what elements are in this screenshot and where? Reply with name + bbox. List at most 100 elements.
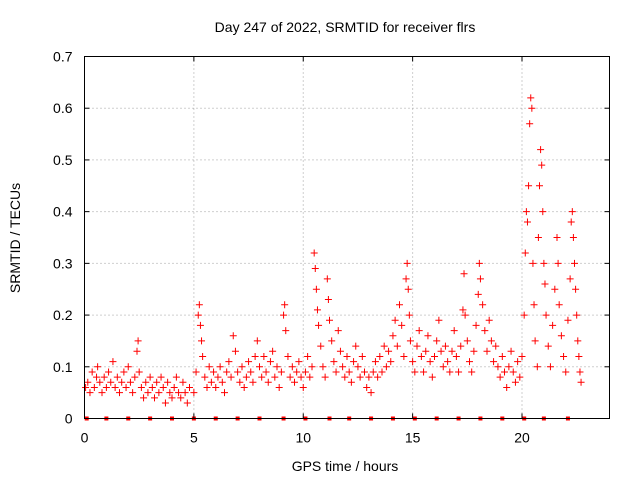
data-point (94, 363, 102, 371)
data-point (93, 373, 101, 381)
data-point (539, 208, 547, 216)
data-point (157, 373, 165, 381)
data-point (151, 394, 158, 402)
data-point (446, 368, 454, 376)
data-point (474, 290, 482, 298)
data-point (433, 337, 441, 345)
data-point (487, 337, 495, 345)
data-point (153, 378, 161, 386)
data-point (277, 368, 285, 376)
data-point (448, 347, 456, 355)
plot-frame (84, 56, 610, 419)
data-point (133, 347, 141, 355)
data-point (492, 342, 500, 350)
data-point (84, 378, 92, 386)
data-point (98, 389, 106, 397)
data-point (336, 347, 344, 355)
data-point (404, 285, 412, 293)
data-point (361, 368, 368, 376)
data-point (227, 373, 235, 381)
data-point (86, 389, 94, 397)
data-point (256, 363, 263, 371)
data-point (175, 389, 183, 397)
chart-title: Day 247 of 2022, SRMTID for receiver flr… (215, 19, 476, 35)
data-point (444, 358, 452, 366)
data-point (229, 332, 237, 340)
data-point (403, 259, 411, 267)
x-tick-labels: 0 5 10 15 20 (81, 430, 530, 446)
x-tick-label: 20 (514, 430, 530, 446)
data-point (238, 363, 246, 371)
data-point (459, 306, 467, 314)
data-point (330, 358, 338, 366)
data-point (566, 275, 574, 283)
data-point (406, 337, 414, 345)
data-point (455, 368, 463, 376)
data-point (142, 378, 150, 386)
data-point (258, 373, 266, 381)
data-point (326, 316, 333, 324)
data-point (540, 259, 548, 267)
data-point (463, 337, 471, 345)
data-point (245, 358, 253, 366)
data-point (371, 358, 379, 366)
data-point (324, 296, 332, 304)
y-tick-label: 0.3 (53, 255, 73, 271)
data-point (269, 347, 277, 355)
data-point (405, 311, 413, 319)
data-point (284, 352, 292, 360)
data-point (452, 352, 460, 360)
data-point (511, 378, 519, 386)
data-point (313, 306, 321, 314)
data-point (347, 378, 355, 386)
data-point (376, 352, 384, 360)
data-point (460, 270, 468, 278)
data-point (398, 321, 406, 329)
x-tick-label: 15 (405, 430, 421, 446)
data-point (134, 337, 142, 345)
data-point (461, 311, 469, 319)
data-point (529, 259, 537, 267)
data-point (212, 383, 220, 391)
data-point (573, 311, 581, 319)
data-point (146, 373, 154, 381)
data-point (358, 352, 366, 360)
data-point (96, 378, 104, 386)
data-point (382, 363, 390, 371)
data-point (195, 301, 203, 309)
data-point (553, 234, 561, 241)
data-point (437, 347, 445, 355)
y-tick-label: 0.5 (53, 152, 73, 168)
data-point (522, 208, 530, 216)
data-point (203, 383, 211, 391)
data-point (564, 316, 572, 324)
data-point (221, 389, 228, 397)
data-point (369, 368, 377, 376)
data-point (352, 342, 360, 350)
data-point (554, 259, 562, 267)
data-point (526, 120, 534, 128)
data-point (210, 368, 218, 376)
data-point (485, 316, 493, 324)
data-point (415, 327, 423, 335)
data-point (271, 373, 279, 381)
data-point (317, 342, 325, 350)
data-point (280, 311, 288, 319)
data-point (549, 321, 557, 329)
data-point (129, 389, 137, 397)
data-point (234, 368, 242, 376)
data-point (378, 368, 386, 376)
data-point (82, 383, 90, 391)
data-point (574, 337, 582, 345)
data-point (155, 389, 163, 397)
data-point (472, 321, 480, 329)
data-point (345, 368, 353, 376)
data-point (514, 358, 522, 366)
data-point (273, 363, 281, 371)
x-tick-label: 10 (295, 430, 311, 446)
data-point (518, 352, 526, 360)
data-point (528, 104, 536, 112)
data-point (207, 378, 215, 386)
data-point (507, 347, 515, 355)
